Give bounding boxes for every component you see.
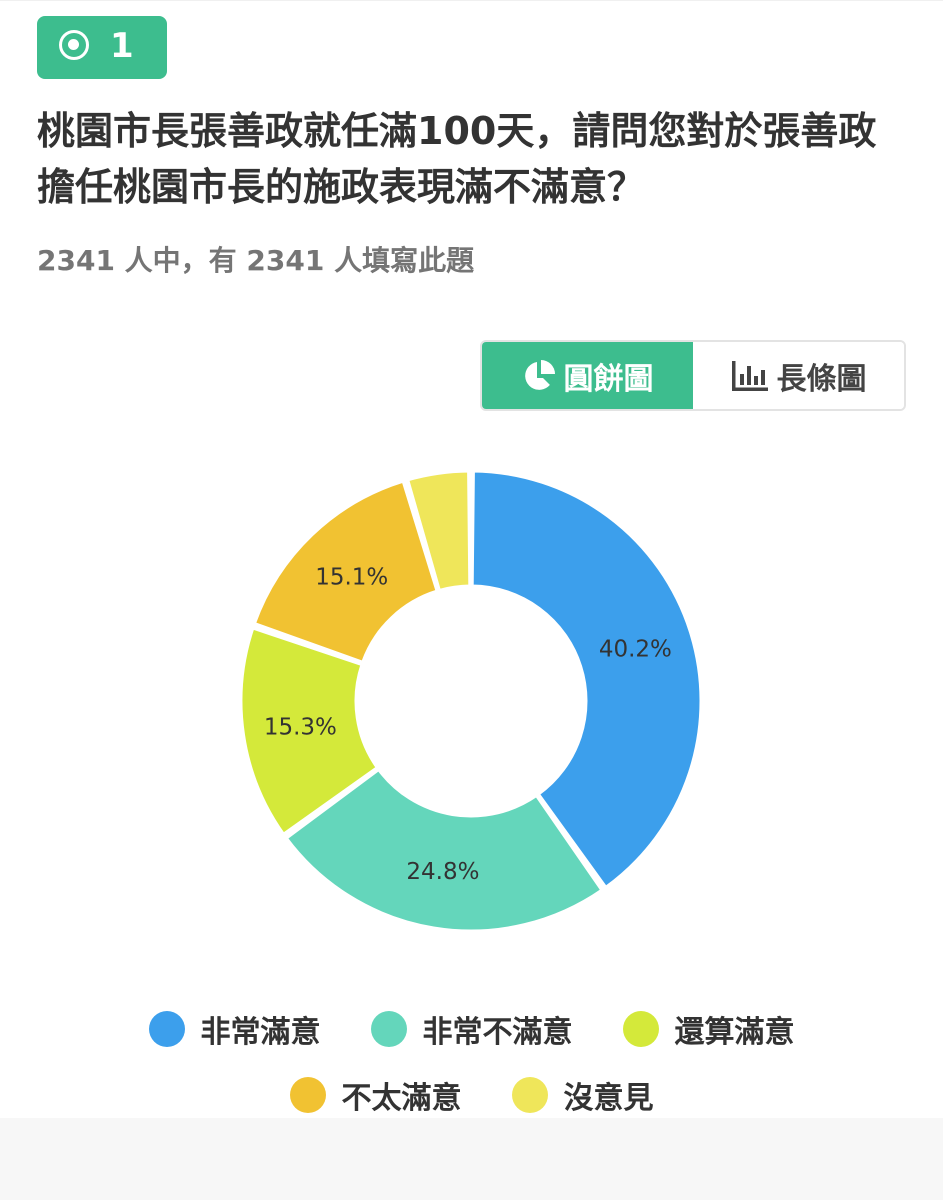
- donut-chart: 40.2% 24.8% 15.3% 15.1%: [0, 451, 943, 971]
- chart-view-toggle: 圓餅圖 長條圖: [480, 340, 906, 411]
- radio-icon: [59, 30, 89, 60]
- donut-slice[interactable]: [406, 469, 472, 592]
- question-number-badge: 1: [37, 16, 167, 79]
- legend-item[interactable]: 非常不滿意: [370, 1007, 573, 1051]
- question-card: 1 桃園市長張善政就任滿100天，請問您對於張善政擔任桃園市長的施政表現滿不滿意…: [0, 0, 943, 1116]
- legend-swatch: [289, 1077, 326, 1113]
- legend-row: 不太滿意 沒意見: [0, 1062, 943, 1128]
- slice-label: 24.8%: [406, 859, 479, 885]
- donut-slice[interactable]: [470, 469, 703, 889]
- legend-swatch: [622, 1011, 659, 1047]
- legend-swatch: [511, 1077, 548, 1113]
- chart-legend: 非常滿意 非常不滿意 還算滿意 不太滿意 沒意見: [0, 996, 943, 1128]
- legend-label: 非常不滿意: [422, 1015, 573, 1050]
- pie-chart-icon: [524, 359, 555, 390]
- donut-slice[interactable]: [284, 768, 604, 933]
- question-title: 桃園市長張善政就任滿100天，請問您對於張善政擔任桃園市長的施政表現滿不滿意？: [37, 109, 877, 209]
- donut-chart-svg: 40.2% 24.8% 15.3% 15.1%: [239, 469, 703, 933]
- slice-label: 40.2%: [599, 637, 672, 663]
- legend-label: 沒意見: [563, 1081, 654, 1116]
- legend-swatch: [370, 1011, 407, 1047]
- slice-label: 15.3%: [264, 714, 337, 740]
- legend-label: 不太滿意: [341, 1081, 462, 1116]
- legend-label: 非常滿意: [200, 1015, 321, 1050]
- legend-row: 非常滿意 非常不滿意 還算滿意: [0, 996, 943, 1062]
- legend-label: 還算滿意: [674, 1015, 795, 1050]
- legend-item[interactable]: 沒意見: [511, 1073, 654, 1117]
- donut-slice[interactable]: [239, 626, 379, 836]
- footer-background: [0, 1118, 943, 1200]
- pie-chart-tab-label: 圓餅圖: [563, 361, 654, 397]
- bar-chart-icon: [731, 360, 768, 391]
- legend-item[interactable]: 還算滿意: [622, 1007, 795, 1051]
- bar-chart-tab-label: 長條圖: [776, 361, 867, 397]
- slice-label: 15.1%: [315, 564, 388, 590]
- legend-item[interactable]: 不太滿意: [289, 1073, 462, 1117]
- donut-slice[interactable]: [252, 479, 439, 664]
- respondent-count: 2341 人中，有 2341 人填寫此題: [37, 244, 475, 277]
- pie-chart-tab[interactable]: 圓餅圖: [482, 342, 693, 409]
- legend-swatch: [148, 1011, 185, 1047]
- question-number: 1: [110, 26, 134, 66]
- bar-chart-tab[interactable]: 長條圖: [693, 342, 904, 409]
- legend-item[interactable]: 非常滿意: [148, 1007, 321, 1051]
